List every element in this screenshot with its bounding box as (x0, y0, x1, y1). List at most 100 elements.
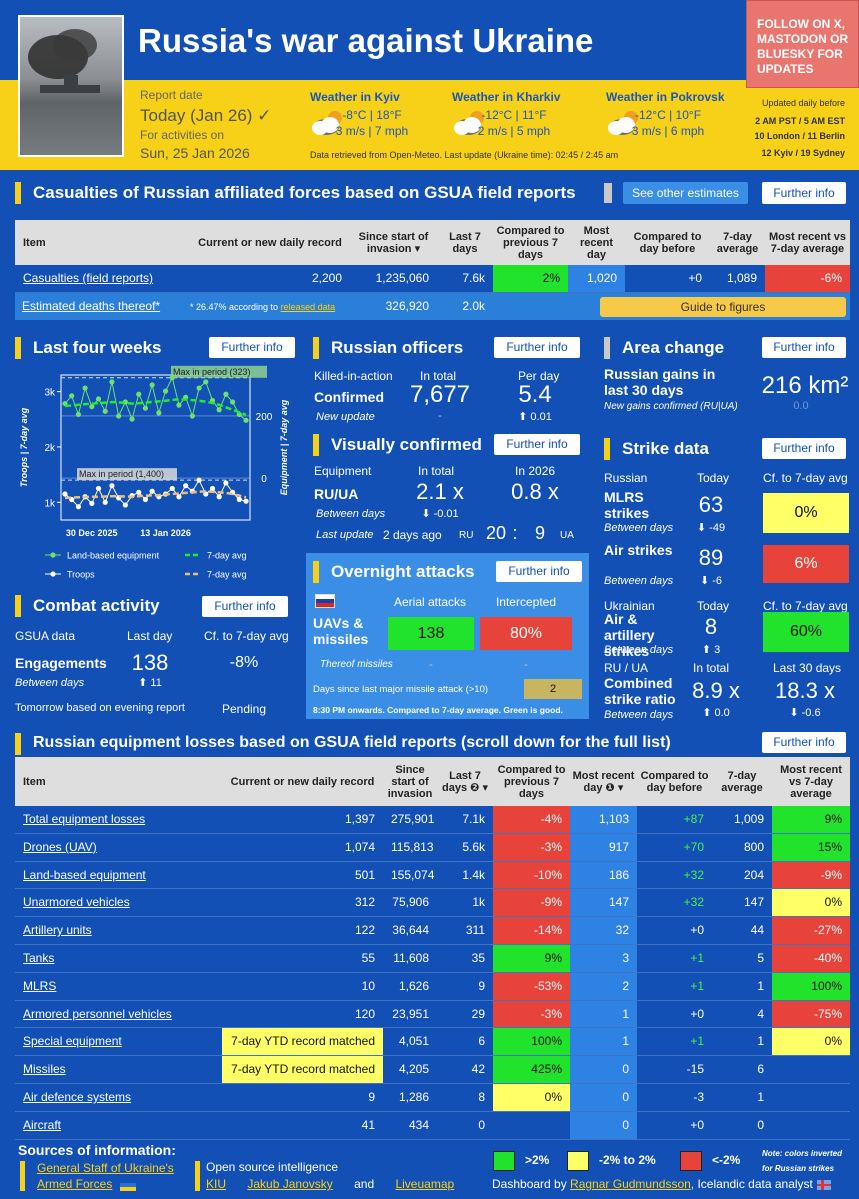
table-cell: 1 (757, 1090, 764, 1104)
label: Per day (518, 369, 560, 383)
section-bar (15, 337, 21, 359)
update-times: 2 AM PST / 5 AM EST (755, 116, 845, 126)
legend-label: -2% to 2% (599, 1153, 656, 1167)
table-cell: 1 (757, 1034, 764, 1049)
row-separator (15, 1055, 850, 1057)
button[interactable]: Further info (762, 732, 846, 753)
item-link[interactable]: Missiles (23, 1062, 66, 1077)
section-bar (604, 438, 610, 460)
table-cell: -3 (693, 1090, 704, 1104)
label: Aerial attacks (393, 595, 467, 609)
item-link[interactable]: Casualties (field reports) (23, 271, 154, 285)
author-link[interactable]: Ragnar Gudmundsson (570, 1177, 691, 1191)
estimated-note: * 26.47% according to released data (190, 302, 335, 312)
y-tick-label: 3k (44, 388, 56, 399)
follow-box[interactable]: FOLLOW ON X, MASTODON OR BLUESKY FOR UPD… (746, 0, 859, 88)
table-cell: 434 (408, 1117, 429, 1132)
button[interactable]: Further info (762, 182, 846, 204)
section-title: Area change (622, 338, 725, 357)
table-cell: 1,626 (398, 978, 429, 993)
item-link[interactable]: Armored personnel vehicles (23, 1006, 172, 1021)
table-cell: 800 (743, 839, 764, 854)
estimated-link[interactable]: Estimated deaths thereof* (22, 299, 161, 313)
point (136, 391, 142, 397)
item-link[interactable]: Special equipment (23, 1034, 122, 1049)
guide-button[interactable]: Guide to figures (600, 297, 846, 317)
source-link[interactable]: Jakub Janovsky (247, 1177, 333, 1191)
item-link[interactable]: Aircraft (23, 1117, 62, 1132)
row-separator (15, 832, 850, 834)
point (236, 496, 242, 503)
item-link[interactable]: Tanks (23, 951, 55, 965)
sub-label: New gains confirmed (RU|UA) (604, 401, 738, 412)
cloud-icon (454, 111, 484, 135)
button[interactable]: Further info (202, 596, 288, 617)
item-link[interactable]: Air defence systems (23, 1090, 132, 1104)
source-link[interactable]: Liveuamap (395, 1177, 455, 1191)
value: 9 (534, 523, 545, 543)
legend-swatch (50, 571, 56, 577)
table-cell: +0 (690, 1006, 704, 1021)
weather-temp: -8°C | 18°F (342, 108, 402, 122)
value: 2 days ago (383, 528, 442, 542)
column-header: Last 7 days ❷ ▾ (441, 769, 489, 794)
table-cell: -53% (493, 972, 570, 1000)
table-cell: 311 (465, 923, 485, 938)
table-cell: 32 (570, 917, 637, 944)
label: Today (697, 471, 730, 485)
label: Last 30 days (773, 661, 842, 675)
change: ⬆ 0.01 (518, 411, 552, 423)
column-header: Since start of invasion (387, 763, 433, 800)
value: : (512, 523, 518, 543)
section-bar (313, 337, 319, 359)
button[interactable]: Further info (762, 337, 846, 358)
row-label: Air & artillery strikes (604, 611, 655, 659)
button[interactable]: Further info (494, 434, 580, 455)
item-link[interactable]: MLRS (23, 978, 57, 993)
sub-label: Last update (316, 529, 374, 541)
released-link[interactable]: released data (280, 302, 336, 312)
column-header: Item (23, 775, 46, 788)
button[interactable]: Further info (496, 561, 582, 582)
table-cell: 100% (772, 972, 850, 1000)
point (75, 411, 82, 418)
table-cell (493, 1112, 570, 1139)
item-link[interactable]: Artillery units (23, 923, 92, 938)
item-link[interactable]: Land-based equipment (23, 867, 146, 882)
item-link[interactable]: Total equipment losses (23, 812, 146, 826)
table-cell: 1,074 (344, 839, 375, 854)
table-cell: 0 (570, 1111, 637, 1139)
column-header: Current or new daily record (198, 236, 342, 249)
button[interactable]: Further info (762, 438, 846, 459)
point (243, 498, 249, 504)
button[interactable]: Further info (209, 337, 295, 358)
table-cell: 204 (743, 867, 764, 882)
change: ⬆ 11 (138, 677, 162, 689)
button[interactable]: Further info (494, 337, 580, 358)
button[interactable]: See other estimates (623, 182, 748, 204)
table-cell: -75% (772, 1000, 850, 1028)
table-cell: +32 (683, 867, 704, 882)
sub-label: Between days (604, 575, 674, 587)
point (89, 500, 95, 506)
avg-line (64, 489, 247, 500)
source-link[interactable]: General Staff of Ukraine's Armed Forces (37, 1161, 174, 1191)
big-value: 18.3 x (775, 678, 835, 703)
avg-line (64, 397, 247, 416)
table-cell: 44 (750, 923, 764, 938)
item-link[interactable]: Unarmored vehicles (23, 895, 130, 910)
label: Killed-in-action (314, 369, 393, 383)
legend-swatch (680, 1151, 702, 1171)
table-cell: 312 (354, 895, 375, 910)
weather-wind: 3 m/s | 7 mph (335, 124, 409, 138)
point (129, 416, 135, 422)
source-link[interactable]: KIU (206, 1177, 227, 1191)
table-cell: 9 (368, 1090, 375, 1104)
point (203, 379, 209, 385)
item-link[interactable]: Drones (UAV) (23, 839, 97, 854)
point (169, 485, 175, 492)
table-cell: -10% (493, 861, 570, 889)
section-bar (604, 337, 610, 359)
y-axis-label: Troops | 7-day avg (19, 407, 29, 487)
sub-label: Between days (316, 508, 386, 520)
